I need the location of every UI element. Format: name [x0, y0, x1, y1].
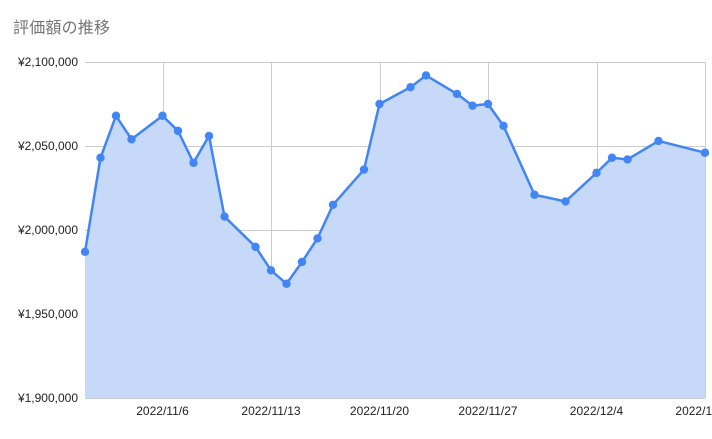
gridline-horizontal [85, 398, 705, 399]
data-point-marker[interactable] [421, 71, 431, 80]
data-point-marker[interactable] [251, 242, 260, 251]
data-point-marker[interactable] [80, 247, 90, 257]
y-axis-tick-label: ¥2,100,000 [17, 55, 78, 69]
data-point-marker[interactable] [592, 168, 601, 178]
series-area-chart [80, 71, 710, 398]
data-point-marker[interactable] [483, 99, 493, 109]
data-point-marker[interactable] [375, 99, 384, 109]
data-point-marker[interactable] [328, 200, 338, 209]
data-point-marker[interactable] [282, 279, 291, 288]
data-point-marker[interactable] [530, 190, 539, 199]
data-point-marker[interactable] [313, 234, 322, 243]
data-point-marker[interactable] [406, 83, 415, 92]
y-axis-tick-label: ¥1,950,000 [17, 307, 78, 321]
x-axis-tick-label: 2022/11/20 [349, 404, 410, 418]
x-axis-tick-label: 2022/12/4 [569, 404, 624, 418]
data-point-marker[interactable] [158, 111, 167, 120]
data-point-marker[interactable] [452, 89, 462, 99]
data-point-marker[interactable] [468, 101, 477, 110]
data-point-marker[interactable] [607, 153, 617, 162]
data-point-marker[interactable] [220, 212, 229, 221]
y-axis-tick-label: ¥2,000,000 [17, 223, 78, 237]
x-axis-tick-label: 2022/11/27 [458, 404, 518, 418]
data-point-marker[interactable] [499, 121, 508, 131]
data-point-marker[interactable] [700, 148, 710, 157]
data-point-marker[interactable] [623, 155, 632, 164]
y-axis-tick-label: ¥1,900,000 [17, 391, 78, 405]
chart-title: 評価額の推移 [13, 20, 111, 37]
data-point-marker[interactable] [173, 126, 183, 136]
gridline-horizontal [85, 62, 705, 63]
x-axis-tick-label: 2022/11/6 [136, 404, 189, 418]
gridline-vertical [705, 62, 706, 398]
data-point-marker[interactable] [204, 131, 214, 141]
series-area-fill [85, 75, 705, 398]
data-point-marker[interactable] [654, 136, 663, 146]
y-axis-tick-label: ¥2,050,000 [17, 139, 78, 153]
data-point-marker[interactable] [96, 153, 105, 162]
x-axis-tick-label: 2022/11/13 [241, 404, 301, 418]
x-axis-tick-label: 2022/12/11 [675, 404, 712, 418]
plot-area [80, 62, 710, 399]
data-point-marker[interactable] [561, 197, 570, 206]
gridline-vertical [271, 62, 272, 398]
data-point-marker[interactable] [266, 266, 276, 275]
data-point-marker[interactable] [297, 257, 307, 267]
data-point-marker[interactable] [359, 165, 369, 174]
data-point-marker[interactable] [127, 135, 136, 144]
data-point-marker[interactable] [111, 111, 121, 120]
data-point-marker[interactable] [189, 158, 198, 167]
